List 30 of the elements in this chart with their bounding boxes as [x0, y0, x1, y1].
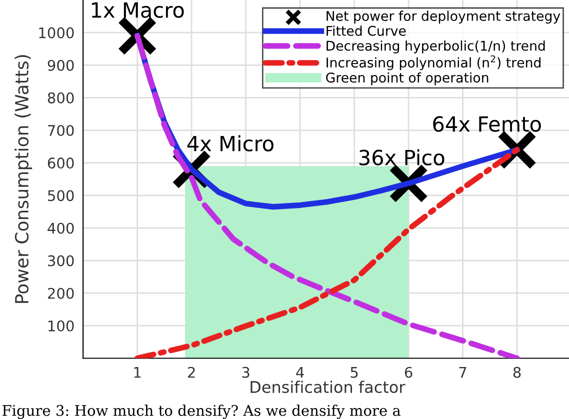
annotation: 36x Pico	[359, 149, 444, 166]
y-axis-title: Power Consumption (Watts)	[14, 55, 32, 303]
x-tick-label: 7	[459, 367, 466, 378]
y-tick-label: 200	[48, 288, 74, 299]
y-tick-label: 800	[48, 92, 74, 104]
annotation: 4x Micro	[187, 135, 274, 152]
y-tick-label: 400	[48, 222, 74, 234]
y-tick-label: 100	[48, 320, 74, 332]
x-axis-title: Densification factor	[250, 380, 406, 394]
x-tick-label: 1	[134, 367, 141, 378]
annotation: 1x Macro	[92, 2, 184, 18]
annotation: 64x Femto	[433, 116, 541, 132]
y-tick-label: 700	[48, 124, 74, 136]
x-tick-label: 5	[350, 367, 358, 378]
x-tick-label: 8	[513, 366, 521, 378]
legend-label: Green point of operation	[326, 72, 488, 86]
y-tick-label: 1000	[39, 27, 74, 38]
y-tick-label: 900	[48, 60, 74, 71]
legend-label: Increasing polynomial (n$^{2}$) trend	[326, 55, 540, 70]
y-tick-label: 300	[48, 255, 74, 266]
caption: Figure 3: How much to densify? As we densify more a	[2, 404, 400, 419]
x-tick-label: 2	[188, 366, 195, 378]
x-tick-label: 4	[296, 367, 304, 378]
x-tick-label: 3	[242, 366, 250, 378]
y-tick-label: 600	[48, 158, 74, 169]
legend-label: Decreasing hyperbolic(1/n) trend	[326, 40, 545, 54]
legend-label: Fitted Curve	[326, 26, 406, 36]
legend-label: Net power for deployment strategy	[326, 10, 560, 24]
y-tick-label: 500	[48, 190, 74, 202]
x-tick-label: 6	[404, 366, 412, 378]
